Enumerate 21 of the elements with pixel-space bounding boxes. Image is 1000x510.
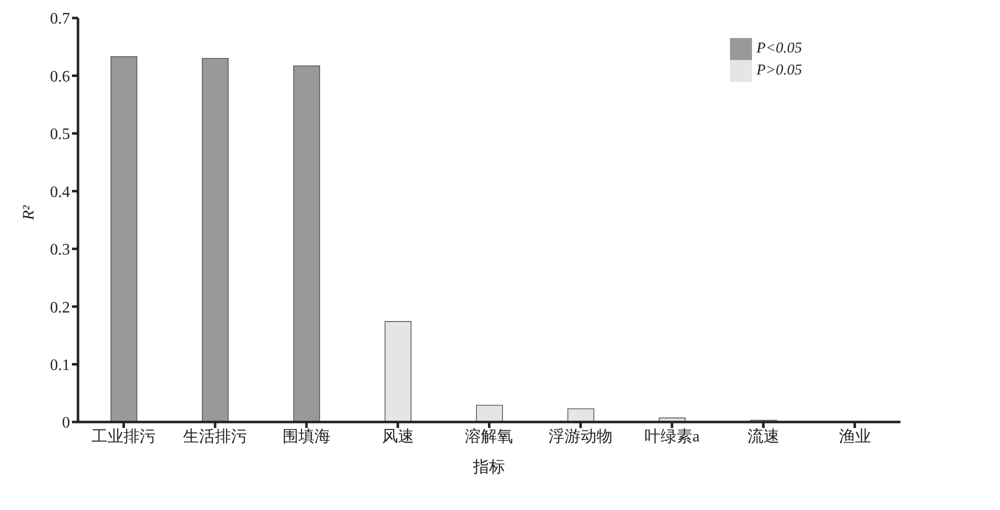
- y-tick-label: 0.1: [50, 356, 70, 374]
- y-tick-label: 0: [62, 414, 70, 432]
- x-tick-label: 围填海: [282, 427, 330, 446]
- y-axis-title: R²: [20, 204, 38, 221]
- x-tick-label: 流速: [747, 427, 780, 446]
- x-axis-title: 指标: [472, 458, 506, 476]
- x-tick-label: 渔业: [838, 427, 871, 446]
- x-tick-label: 叶绿素a: [644, 427, 700, 446]
- y-tick-label: 0.3: [50, 242, 70, 259]
- legend-label: P>0.05: [756, 62, 802, 78]
- legend-label: P<0.05: [756, 40, 802, 56]
- y-tick-label: 0.2: [50, 299, 70, 316]
- x-tick-label: 风速: [382, 427, 414, 446]
- y-tick-label: 0.6: [50, 68, 70, 86]
- y-tick-label: 0.4: [50, 184, 70, 201]
- y-tick-label: 0.5: [50, 126, 70, 144]
- x-tick-label: 浮游动物: [548, 427, 613, 446]
- x-tick-label: 工业排污: [92, 427, 156, 446]
- x-tick-label: 溶解氧: [465, 427, 514, 446]
- y-tick-label: 0.7: [50, 10, 70, 28]
- x-tick-label: 生活排污: [183, 427, 248, 446]
